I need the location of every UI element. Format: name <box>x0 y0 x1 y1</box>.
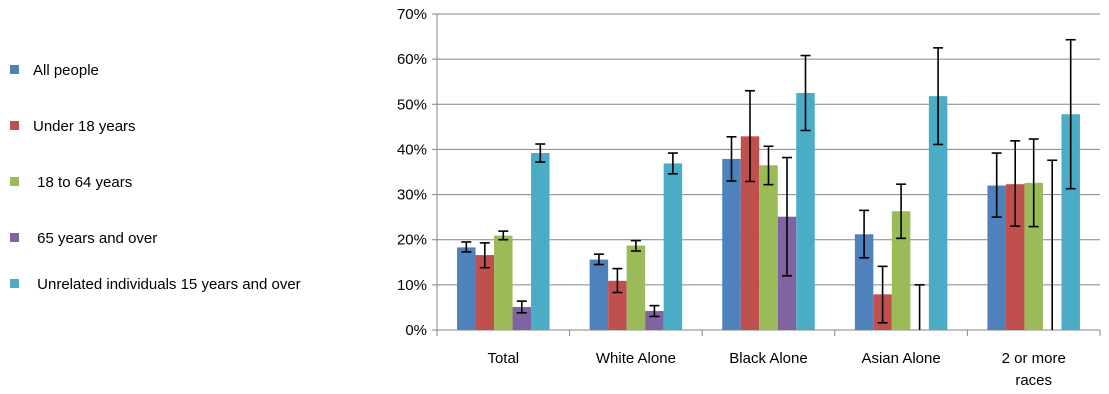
bar <box>759 165 778 330</box>
bar <box>722 158 741 330</box>
bar <box>1061 114 1080 331</box>
x-tick-label: White Alone <box>596 350 676 367</box>
y-tick-label: 60% <box>397 51 427 68</box>
bar <box>663 163 683 330</box>
legend-swatch <box>10 177 19 186</box>
legend-swatch <box>10 121 19 130</box>
bar <box>1005 184 1025 330</box>
bar <box>531 153 550 330</box>
x-tick-label: Asian Alone <box>861 350 940 367</box>
legend-label: Unrelated individuals 15 years and over <box>33 276 301 293</box>
bar <box>740 136 760 330</box>
bar <box>891 211 911 330</box>
x-tick-label: Black Alone <box>729 350 807 367</box>
legend-label: 65 years and over <box>33 230 158 247</box>
legend-swatch <box>10 65 19 74</box>
y-tick-label: 0% <box>405 322 427 339</box>
y-tick-label: 10% <box>397 277 427 294</box>
legend-item: All people <box>10 60 330 81</box>
x-tick-label-line: Black Alone <box>729 350 807 367</box>
legend-item: 65 years and over <box>10 228 330 249</box>
y-tick-label: 40% <box>397 141 427 158</box>
y-tick-label: 20% <box>397 232 427 249</box>
legend-label: 18 to 64 years <box>33 174 133 191</box>
x-tick-label: 2 or more races <box>1002 350 1066 389</box>
x-tick-label-line: Asian Alone <box>861 350 940 367</box>
bar <box>1024 182 1043 330</box>
bar <box>475 255 495 330</box>
y-tick-label: 70% <box>397 6 427 23</box>
legend-item: Under 18 years <box>10 116 330 137</box>
x-tick-label: Total <box>487 350 519 367</box>
x-tick-label-line: 2 or more <box>1002 350 1066 367</box>
legend-label: Under 18 years <box>33 118 136 135</box>
x-tick-label-line: Total <box>487 350 519 367</box>
legend-swatch <box>10 233 19 242</box>
x-tick-label-line: races <box>1015 372 1052 389</box>
legend-item: 18 to 64 years <box>10 172 330 193</box>
y-tick-label: 30% <box>397 187 427 204</box>
bar <box>457 247 476 330</box>
bar <box>987 185 1006 330</box>
y-tick-label: 50% <box>397 96 427 113</box>
bar <box>796 93 815 330</box>
bar <box>928 96 948 330</box>
x-tick-label-line: White Alone <box>596 350 676 367</box>
chart-legend: All people Under 18 years 18 to 64 years … <box>0 0 340 394</box>
legend-item: Unrelated individuals 15 years and over <box>10 274 310 295</box>
bar <box>589 259 609 330</box>
bar <box>626 245 646 330</box>
legend-label: All people <box>33 62 99 79</box>
legend-swatch <box>10 279 19 288</box>
bar <box>494 235 513 330</box>
